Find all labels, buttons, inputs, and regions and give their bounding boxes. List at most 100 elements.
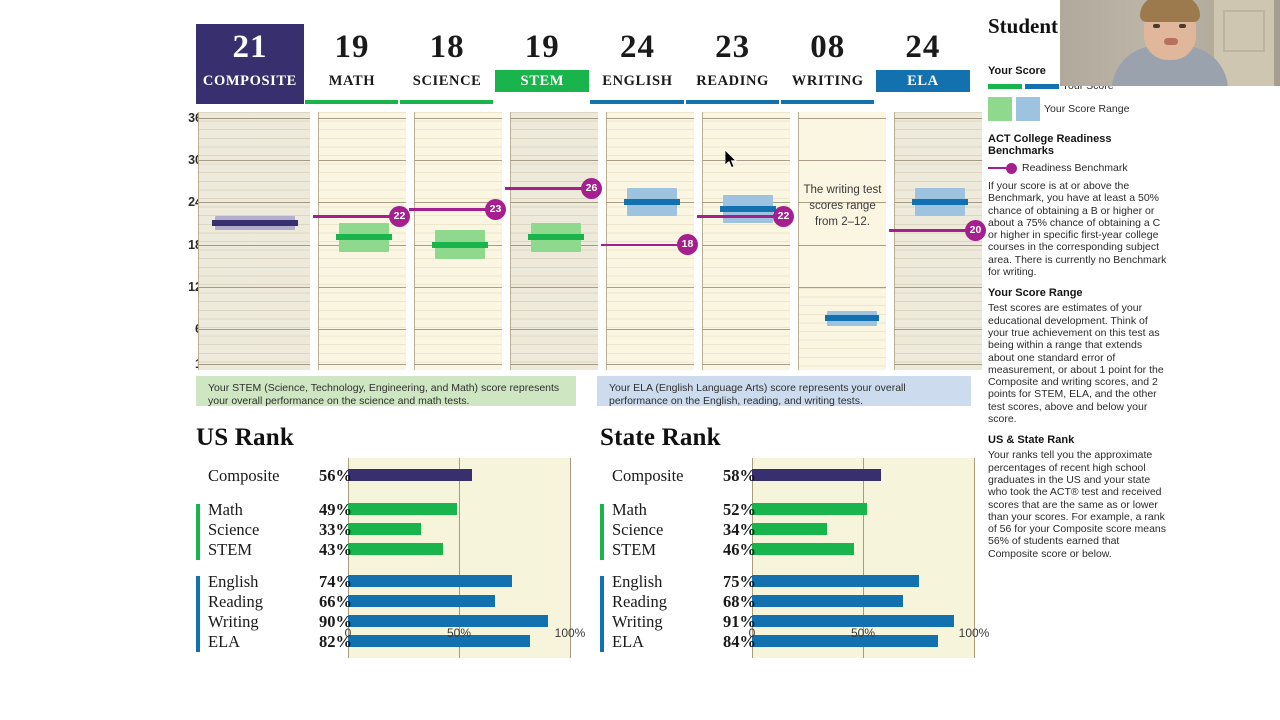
rank-row: Science 33%: [196, 520, 586, 540]
score-value-writing: 08: [810, 29, 846, 65]
gridline: [895, 160, 982, 162]
rank-bar-science: [752, 523, 828, 535]
score-label-writing: WRITING: [791, 73, 864, 89]
rank-label-science: Science: [208, 520, 260, 539]
rank-bar-composite: [348, 469, 473, 481]
gridline: [607, 364, 694, 365]
score-bar-math: [336, 234, 392, 241]
rank-bar-math: [348, 503, 457, 515]
gridline: [319, 118, 406, 119]
rank-axis-tick-1: 50%: [850, 626, 876, 640]
gridline: [895, 244, 982, 246]
score-bar-stem: [528, 234, 584, 241]
rank-bar-stem: [348, 543, 444, 555]
gridline: [319, 328, 406, 330]
benchmark-marker-ela: 20: [965, 219, 986, 241]
us-rank-axis: 0 50% 100%: [345, 624, 586, 644]
rank-percent-science: 34%: [723, 520, 756, 539]
gridline: [799, 202, 886, 204]
score-label-stem: STEM: [495, 70, 590, 92]
rank-percent-science: 33%: [319, 520, 352, 539]
gridline: [199, 286, 310, 288]
rank-label-reading: Reading: [612, 592, 667, 611]
rank-row: Science 34%: [600, 520, 990, 540]
gridline: [511, 286, 598, 288]
us-state-rank-description: Your ranks tell you the approximate perc…: [988, 449, 1166, 560]
stem-caption: Your STEM (Science, Technology, Engineer…: [196, 376, 576, 407]
rank-axis-tick-2: 100%: [958, 626, 990, 640]
gridline: [895, 118, 982, 119]
rank-row: Math 49%: [196, 500, 586, 520]
gridline: [607, 118, 694, 119]
rank-group-marker-stem: [600, 504, 604, 560]
rank-label-ela: ELA: [208, 632, 241, 651]
rank-row: STEM 43%: [196, 540, 586, 560]
chart-column-english: 18: [601, 112, 698, 370]
rank-percent-composite: 58%: [723, 466, 756, 485]
gridline: [415, 286, 502, 288]
gridline: [199, 364, 310, 365]
state-rank-axis: 0 50% 100%: [749, 624, 990, 644]
your-score-range-legend-row: Your Score Range: [988, 97, 1168, 121]
rank-label-reading: Reading: [208, 592, 263, 611]
rank-row: Composite 58%: [600, 466, 990, 486]
rank-label-ela: ELA: [612, 632, 645, 651]
gridline: [415, 364, 502, 365]
us-rank-panel: US Rank Composite 56% Math 49% Science 33% STE…: [196, 424, 586, 664]
gridline: [415, 160, 502, 162]
gridline: [607, 160, 694, 162]
rank-bar-writing: [752, 615, 955, 627]
score-header-row: 21 COMPOSITE 19 MATH 18 SCIENCE 19 STEM 24 ENGLIS…: [196, 24, 971, 104]
state-rank-title: State Rank: [600, 424, 721, 451]
gridline: [511, 364, 598, 365]
webcam-overlay: [1060, 0, 1280, 86]
rank-percent-writing: 90%: [319, 612, 352, 631]
gridline: [703, 244, 790, 246]
benchmark-line-icon: [988, 166, 1006, 170]
rank-label-composite: Composite: [208, 466, 280, 485]
gridline: [511, 118, 598, 119]
us-state-rank-heading: US & State Rank: [988, 434, 1075, 447]
benchmark-marker-stem: 26: [581, 177, 602, 199]
blue-line-icon: [1025, 83, 1059, 89]
gridline: [895, 286, 982, 288]
rank-label-writing: Writing: [612, 612, 663, 631]
gridline: [415, 328, 502, 330]
gridline: [511, 160, 598, 162]
state-rank-plot: [752, 458, 975, 658]
webcam-person-mouth: [1164, 38, 1178, 45]
green-line-icon: [988, 83, 1022, 89]
us-rank-body: Composite 56% Math 49% Science 33% STEM 43% Engl…: [196, 458, 586, 658]
rank-label-math: Math: [612, 500, 647, 519]
benchmark-line-english: [601, 243, 680, 246]
score-value-english: 24: [619, 29, 655, 65]
rank-bar-english: [348, 575, 513, 587]
chart-column-writing: The writing test scores range from 2–12.: [798, 112, 886, 370]
score-value-reading: 23: [715, 29, 751, 65]
rank-bar-english: [752, 575, 919, 587]
rank-label-science: Science: [612, 520, 664, 539]
gridline: [199, 160, 310, 162]
score-value-science: 18: [429, 29, 465, 65]
gridline: [319, 286, 406, 288]
state-rank-body: Composite 58% Math 52% Science 34% STEM 46% Engl…: [600, 458, 990, 658]
gridline: [199, 328, 310, 330]
gridline: [703, 328, 790, 330]
rank-percent-english: 74%: [319, 572, 352, 591]
gridline: [703, 160, 790, 162]
rank-axis-tick-1: 50%: [446, 626, 472, 640]
gridline: [703, 118, 790, 119]
rank-group-marker-ela: [600, 576, 604, 652]
rank-bar-stem: [752, 543, 855, 555]
rank-percent-math: 49%: [319, 500, 352, 519]
score-value-math: 19: [334, 29, 370, 65]
rank-percent-ela: 84%: [723, 632, 756, 651]
score-bar-english: [624, 199, 680, 206]
rank-bar-reading: [348, 595, 495, 607]
your-score-heading: Your Score: [988, 65, 1046, 77]
score-label-english: ENGLISH: [602, 73, 673, 89]
rank-bar-reading: [752, 595, 903, 607]
gridline: [799, 244, 886, 246]
us-rank-plot: [348, 458, 571, 658]
